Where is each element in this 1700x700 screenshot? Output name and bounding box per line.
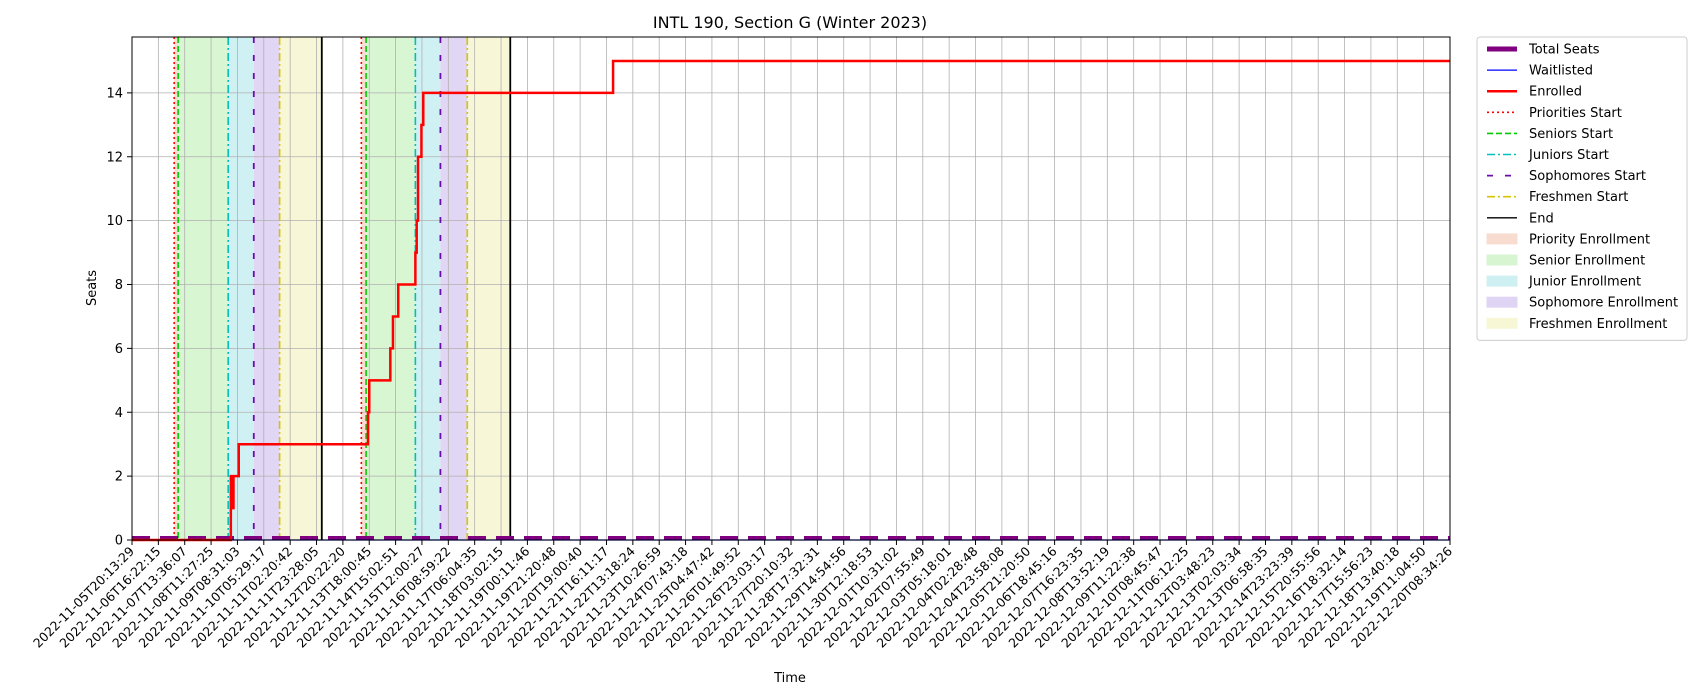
enrolled-line [132, 59, 1450, 542]
grid-lines [131, 37, 1451, 541]
y-tick-label: 14 [106, 86, 123, 101]
chart-title: INTL 190, Section G (Winter 2023) [653, 13, 927, 32]
legend-label-junior-enrollment: Junior Enrollment [1528, 275, 1641, 290]
legend-label-priority-enrollment: Priority Enrollment [1529, 232, 1650, 247]
legend-label-senior-enrollment: Senior Enrollment [1529, 254, 1645, 269]
y-tick-label: 10 [106, 214, 123, 229]
legend-swatch-junior-enrollment [1486, 275, 1518, 287]
priority-enrollment-band [174, 37, 179, 540]
legend-label-total-seats: Total Seats [1528, 43, 1600, 58]
x-axis-label: Time [773, 671, 806, 686]
legend-swatch-priority-enrollment [1486, 233, 1518, 245]
junior-enrollment-band [415, 37, 441, 540]
y-tick-label: 6 [115, 342, 123, 357]
y-tick-label: 0 [115, 534, 123, 549]
legend-label-freshmen-start: Freshmen Start [1529, 190, 1628, 205]
phase-markers [173, 37, 512, 540]
senior-enrollment-band [366, 37, 416, 540]
y-tick-label: 4 [115, 406, 123, 421]
legend-swatch-sophomore-enrollment [1486, 296, 1518, 308]
sophomore-enrollment-band [253, 37, 280, 540]
legend-label-end: End [1529, 211, 1554, 226]
legend-label-seniors-start: Seniors Start [1529, 127, 1613, 142]
sophomore-enrollment-band [440, 37, 468, 540]
legend-label-waitlisted: Waitlisted [1529, 64, 1593, 79]
y-axis-label: Seats [85, 270, 100, 306]
x-axis: 2022-11-05T20:13:292022-11-06T16:22:1520… [30, 540, 1455, 651]
priority-enrollment-band [361, 37, 367, 540]
freshmen-enrollment-band [279, 37, 322, 540]
y-tick-label: 8 [115, 278, 123, 293]
freshmen-enrollment-band [467, 37, 511, 540]
y-axis: 0 2 4 6 8 10 12 14 [106, 86, 132, 549]
legend-swatch-senior-enrollment [1486, 254, 1518, 266]
y-tick-label: 2 [115, 470, 123, 485]
junior-enrollment-band [228, 37, 254, 540]
legend-label-enrolled: Enrolled [1529, 85, 1582, 100]
legend-label-sophomores-start: Sophomores Start [1529, 169, 1646, 184]
legend: Total Seats Waitlisted Enrolled Priorities … [1476, 36, 1688, 341]
legend-box [1476, 36, 1688, 341]
phase-bands [174, 37, 511, 540]
legend-label-priorities-start: Priorities Start [1529, 106, 1622, 121]
senior-enrollment-band [178, 37, 229, 540]
legend-label-juniors-start: Juniors Start [1528, 148, 1609, 163]
y-tick-label: 12 [106, 150, 123, 165]
legend-label-sophomore-enrollment: Sophomore Enrollment [1529, 296, 1678, 311]
legend-swatch-freshmen-enrollment [1486, 317, 1518, 329]
legend-label-freshmen-enrollment: Freshmen Enrollment [1529, 317, 1667, 332]
